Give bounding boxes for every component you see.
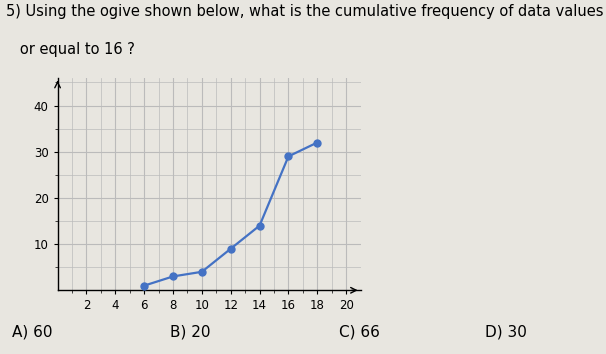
Text: B) 20: B) 20 [170, 325, 210, 340]
Text: 5) Using the ogive shown below, what is the cumulative frequency of data values : 5) Using the ogive shown below, what is … [6, 4, 606, 18]
Text: D) 30: D) 30 [485, 325, 527, 340]
Text: or equal to 16 ?: or equal to 16 ? [6, 42, 135, 57]
Text: A) 60: A) 60 [12, 325, 53, 340]
Text: C) 66: C) 66 [339, 325, 380, 340]
